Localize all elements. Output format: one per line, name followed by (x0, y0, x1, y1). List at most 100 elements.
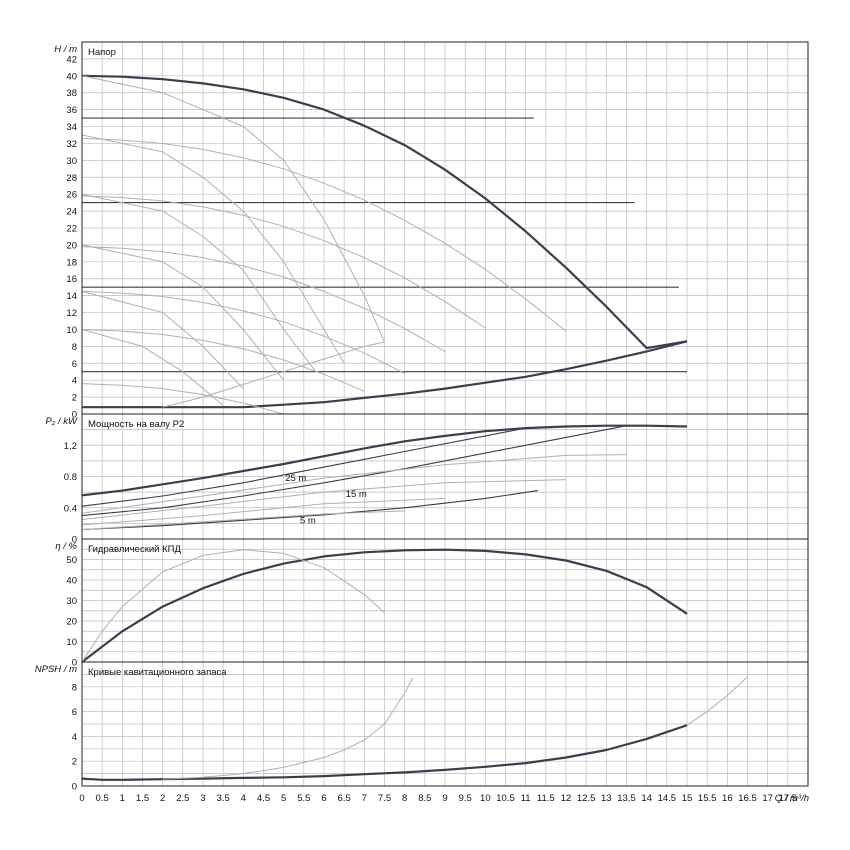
y-tick-label: 24 (66, 207, 77, 218)
x-tick-label: 14.5 (658, 793, 677, 804)
cross-curve-17 (81, 329, 224, 406)
frame-layer (81, 41, 809, 787)
y-tick-label: 40 (66, 71, 77, 82)
panel-title: Мощность на валу P2 (88, 419, 184, 430)
x-tick-label: 15 (682, 793, 693, 804)
cross-curve-13 (81, 134, 345, 364)
x-tick-label: 17.5 (779, 793, 798, 804)
y-tick-label: 8 (72, 682, 77, 693)
y-tick-label: 20 (66, 617, 77, 628)
y-tick-label: 0 (72, 782, 77, 793)
x-tick-label: 9 (442, 793, 447, 804)
y-axis-label: H / m (54, 44, 77, 55)
x-axis-label: Q / m³/h (775, 793, 809, 804)
y-tick-label: 6 (72, 707, 77, 718)
y-tick-label: 18 (66, 257, 77, 268)
x-tick-label: 5 (281, 793, 286, 804)
x-tick-label: 13 (601, 793, 612, 804)
panel-frame-3 (81, 661, 809, 787)
y-axis-label: NPSH / m (35, 664, 77, 675)
y-tick-label: 0 (72, 535, 77, 546)
y-tick-label: 4 (72, 732, 77, 743)
max-curve-0 (81, 548, 688, 663)
setpoint-curve-2 (81, 425, 627, 517)
x-tick-label: 11 (521, 793, 531, 804)
x-tick-label: 14 (641, 793, 652, 804)
x-tick-label: 4 (241, 793, 246, 804)
y-tick-label: 30 (66, 156, 77, 167)
y-tick-label: 8 (72, 342, 77, 353)
y-tick-label: 34 (66, 122, 77, 133)
x-tick-label: 6.5 (338, 793, 351, 804)
x-tick-label: 13.5 (617, 793, 636, 804)
x-tick-label: 9.5 (459, 793, 472, 804)
grey-curve-5 (81, 479, 567, 520)
y-tick-label: 10 (66, 325, 77, 336)
panel-title: Гидравлический КПД (88, 544, 181, 555)
y-tick-label: 28 (66, 173, 77, 184)
min-curve-1 (82, 340, 688, 409)
y-tick-label: 22 (66, 224, 77, 235)
grey-curve-2 (162, 677, 414, 780)
y-tick-label: 4 (72, 376, 77, 387)
speed-curve-11 (81, 383, 284, 415)
y-tick-label: 12 (66, 308, 77, 319)
x-tick-label: 8.5 (418, 793, 431, 804)
cross-curve-14 (81, 193, 317, 373)
cross-curve-16 (81, 290, 244, 389)
y-tick-label: 0 (72, 410, 77, 421)
curve-annotation: 5 m (300, 515, 316, 526)
x-tick-label: 17 (762, 793, 773, 804)
x-tick-label: 3 (200, 793, 205, 804)
x-tick-label: 4.5 (257, 793, 270, 804)
y-tick-label: 30 (66, 596, 77, 607)
grey-curve-1 (81, 549, 385, 663)
grey-curve-1 (686, 676, 748, 726)
curve-layer (81, 74, 748, 781)
x-tick-label: 12 (561, 793, 572, 804)
grey-curve-7 (81, 510, 405, 531)
y-tick-label: 10 (66, 637, 77, 648)
y-tick-label: 2 (72, 757, 77, 768)
y-tick-label: 42 (66, 54, 77, 65)
x-tick-label: 16 (722, 793, 733, 804)
y-tick-label: 32 (66, 139, 77, 150)
grey-curve-4 (81, 454, 627, 514)
y-tick-label: 0 (72, 658, 77, 669)
x-tick-label: 6 (321, 793, 326, 804)
x-tick-label: 1.5 (136, 793, 149, 804)
x-tick-label: 15.5 (698, 793, 717, 804)
x-tick-label: 8 (402, 793, 407, 804)
setpoint-curve-1 (81, 427, 526, 507)
cross-curve-15 (81, 244, 285, 381)
y-tick-label: 0.4 (64, 503, 77, 514)
y-tick-label: 0.8 (64, 472, 77, 483)
y-tick-label: 1.2 (64, 441, 77, 452)
y-tick-label: 2 (72, 393, 77, 404)
y-tick-label: 50 (66, 555, 77, 566)
x-tick-label: 0 (79, 793, 84, 804)
x-tick-label: 2.5 (176, 793, 189, 804)
panel-title: Кривые кавитационного запаса (88, 667, 227, 678)
x-tick-label: 7.5 (378, 793, 391, 804)
y-tick-label: 38 (66, 88, 77, 99)
grey-curve-6 (81, 497, 446, 526)
x-tick-label: 16.5 (738, 793, 757, 804)
x-tick-label: 10 (480, 793, 491, 804)
panel-title: Напор (88, 47, 116, 58)
efficiency-curve-18 (162, 341, 385, 408)
speed-curve-8 (81, 246, 446, 352)
y-tick-label: 16 (66, 274, 77, 285)
speed-curve-9 (81, 290, 405, 374)
x-tick-label: 11.5 (537, 793, 555, 804)
y-tick-label: 26 (66, 190, 77, 201)
x-tick-label: 2 (160, 793, 165, 804)
y-tick-label: 36 (66, 105, 77, 116)
y-tick-label: 20 (66, 240, 77, 251)
x-tick-label: 10.5 (496, 793, 515, 804)
y-axis-label: P₂ / kW (45, 416, 78, 427)
x-tick-label: 1 (120, 793, 125, 804)
x-tick-label: 7 (362, 793, 367, 804)
curve-annotation: 25 m (285, 473, 306, 484)
